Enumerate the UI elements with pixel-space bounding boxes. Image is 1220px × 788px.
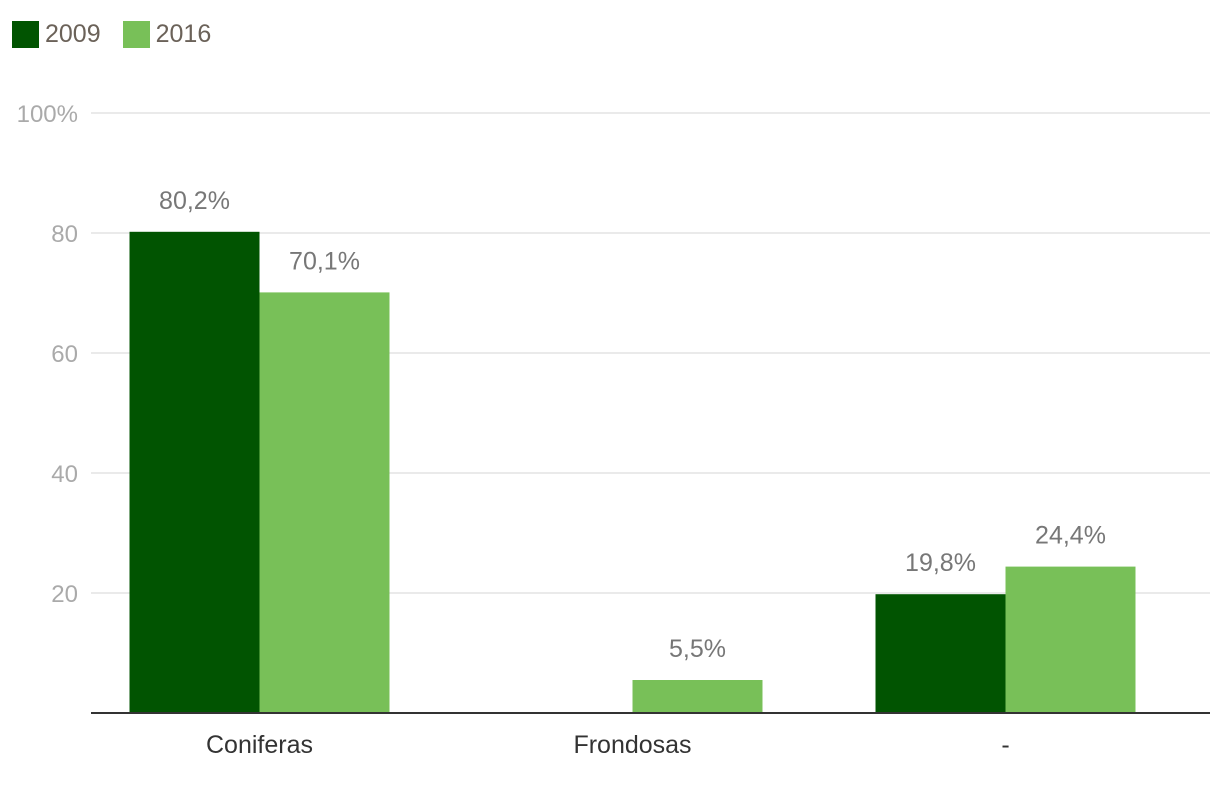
x-category-label-0: Coniferas [206,731,313,759]
legend-item-2016: 2016 [122,19,212,49]
y-tick-label-20: 20 [51,581,78,608]
x-category-label-2: - [1001,731,1009,759]
data-label-2016-2: 24,4% [1035,522,1106,550]
y-tick-label-40: 40 [51,461,78,488]
y-tick-label-60: 60 [51,341,78,368]
data-label-2016-1: 5,5% [669,635,726,663]
legend-label-2009: 2009 [45,19,101,48]
bar-2009-0 [129,231,260,714]
legend-label-2016: 2016 [155,19,212,48]
data-label-2009-0: 80,2% [159,187,230,215]
legend-swatch-2016 [122,20,150,48]
bar-2016-2 [1005,566,1136,713]
data-label-2009-2: 19,8% [905,549,976,577]
bar-2016-0 [259,292,390,713]
bar-2016-1 [632,680,763,713]
legend-item-2009: 2009 [12,20,101,49]
data-label-2016-0: 70,1% [289,247,360,275]
legend: 2009 2016 [12,18,233,50]
bar-2009-2 [875,594,1006,713]
y-tick-label-80: 80 [51,221,78,248]
legend-swatch-2009 [12,20,39,48]
y-tick-label-100: 100% [17,101,78,128]
x-category-label-1: Frondosas [573,731,691,759]
